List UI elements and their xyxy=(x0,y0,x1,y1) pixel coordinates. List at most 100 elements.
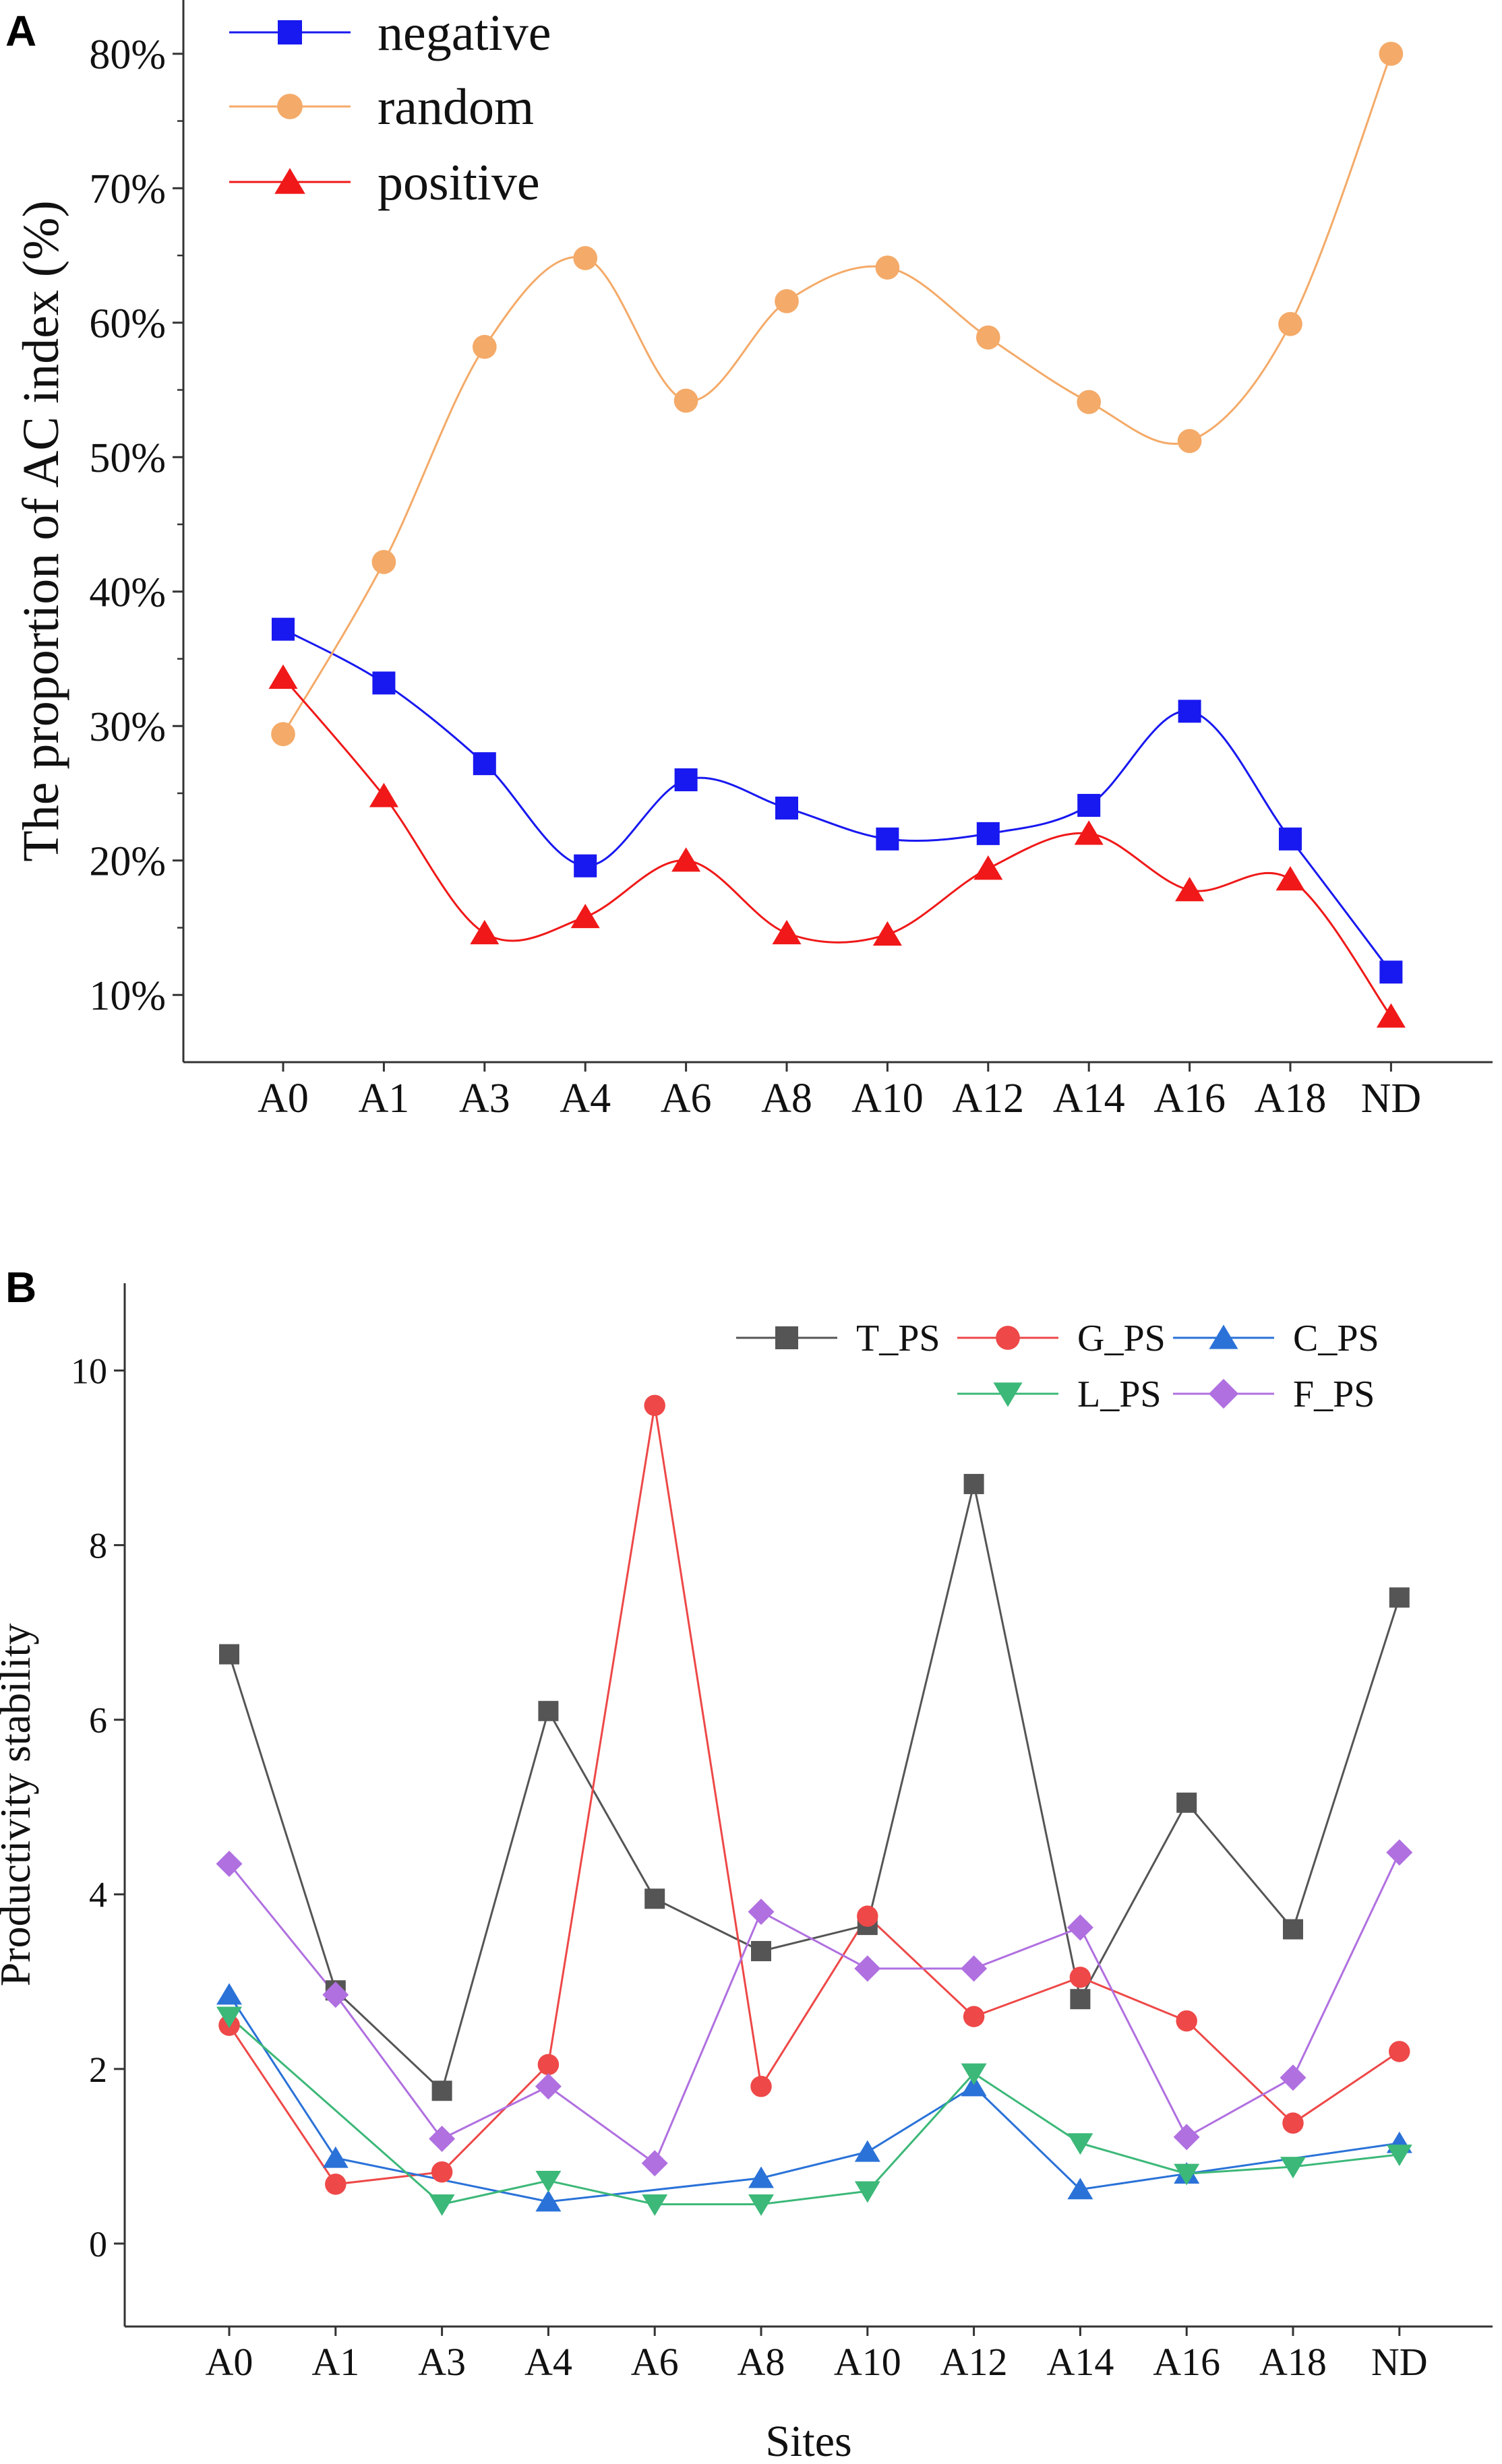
x-tick-label: A10 xyxy=(834,2340,901,2384)
y-tick-label: 0 xyxy=(89,2224,107,2265)
panel-b-legend: T_PS G_PS C_PS L_PS F_PS xyxy=(736,1318,1379,1415)
data-point-f-ps xyxy=(1067,1914,1093,1941)
data-point-positive xyxy=(872,921,902,946)
series-line-random xyxy=(282,53,1392,735)
legend-label: G_PS xyxy=(1077,1318,1166,1359)
data-point-t-ps xyxy=(963,1473,984,1494)
data-point-l-ps xyxy=(1386,2145,1412,2167)
legend-marker-g-ps xyxy=(996,1326,1020,1350)
data-point-random xyxy=(875,255,900,280)
x-tick-label: A8 xyxy=(738,2340,785,2384)
data-point-l-ps xyxy=(642,2194,668,2216)
y-tick-label: 80% xyxy=(89,32,166,78)
series-line-g-ps xyxy=(228,1405,1400,2186)
data-point-g-ps xyxy=(537,2054,560,2076)
y-tick-label: 60% xyxy=(89,301,166,346)
data-point-negative xyxy=(1077,793,1101,817)
y-tick-label: 8 xyxy=(89,1526,107,1566)
data-point-c-ps xyxy=(535,2190,562,2212)
y-tick-label: 40% xyxy=(89,569,166,615)
data-point-f-ps xyxy=(1280,2064,1306,2091)
data-point-random xyxy=(1379,41,1404,66)
panel-label-a: A xyxy=(5,7,36,55)
panel-a-axes: 10% 20% 30% 40% 50% 60% 70% 80% A0 A1 A3 A4 A6 A8 A10 A… xyxy=(13,0,1493,1121)
legend-label: random xyxy=(378,79,534,135)
legend-marker-positive xyxy=(274,168,305,194)
y-tick-label: 70% xyxy=(89,166,166,212)
series-line-negative xyxy=(282,628,1392,973)
data-point-l-ps xyxy=(1067,2133,1093,2155)
data-point-random xyxy=(1077,390,1102,414)
data-point-l-ps xyxy=(961,2063,987,2085)
data-point-positive xyxy=(671,847,701,872)
x-tick-label: A12 xyxy=(952,1076,1024,1121)
data-point-g-ps xyxy=(431,2161,453,2183)
y-tick-label: 10% xyxy=(89,973,166,1019)
data-point-random xyxy=(673,388,698,413)
data-point-random xyxy=(371,550,396,574)
data-point-g-ps xyxy=(750,2076,772,2097)
x-tick-label: A8 xyxy=(761,1076,812,1121)
data-point-positive xyxy=(973,855,1003,880)
x-tick-label: ND xyxy=(1371,2340,1428,2384)
legend-label: L_PS xyxy=(1077,1374,1162,1415)
data-point-random xyxy=(775,289,799,313)
data-point-random xyxy=(573,246,598,270)
x-tick-label: A6 xyxy=(631,2340,679,2384)
x-axis-title: Sites xyxy=(765,2417,851,2464)
x-tick-label: A18 xyxy=(1255,1076,1327,1121)
data-point-f-ps xyxy=(854,1955,881,1982)
legend-marker-c-ps xyxy=(1209,1324,1238,1349)
legend-marker-f-ps xyxy=(1208,1378,1239,1409)
x-tick-label: A10 xyxy=(851,1076,924,1121)
data-point-random xyxy=(1278,311,1302,336)
y-tick-label: 4 xyxy=(89,1875,107,1915)
data-point-positive xyxy=(369,782,398,807)
legend-label: T_PS xyxy=(856,1318,940,1359)
y-tick-label: 30% xyxy=(89,704,166,750)
data-point-f-ps xyxy=(961,1955,988,1982)
data-point-l-ps xyxy=(429,2194,455,2216)
x-tick-label: A4 xyxy=(524,2340,572,2384)
data-point-t-ps xyxy=(219,1644,239,1665)
panel-b-series xyxy=(216,1394,1413,2216)
x-tick-label: A14 xyxy=(1053,1076,1125,1121)
x-tick-label: A0 xyxy=(206,2340,253,2384)
data-point-f-ps xyxy=(322,1981,349,2008)
data-point-negative xyxy=(372,671,396,695)
legend-marker-random xyxy=(277,94,303,119)
data-point-negative xyxy=(1379,960,1403,984)
x-tick-label: A0 xyxy=(258,1076,309,1121)
legend-label: negative xyxy=(378,5,551,61)
data-point-c-ps xyxy=(216,1983,242,2005)
data-point-negative xyxy=(574,854,597,877)
y-tick-label: 20% xyxy=(89,838,166,884)
data-point-l-ps xyxy=(854,2181,880,2203)
data-point-c-ps xyxy=(322,2146,349,2168)
data-point-positive xyxy=(772,919,802,945)
data-point-random xyxy=(975,325,1000,350)
x-tick-label: A4 xyxy=(560,1076,611,1121)
data-point-negative xyxy=(473,752,496,776)
data-point-t-ps xyxy=(1389,1587,1410,1608)
data-point-g-ps xyxy=(644,1394,665,1417)
y-tick-label: 6 xyxy=(89,1700,107,1741)
series-line-f-ps xyxy=(228,1851,1401,2165)
y-tick-label: 10 xyxy=(71,1351,107,1391)
data-point-l-ps xyxy=(748,2194,774,2216)
legend-label: positive xyxy=(378,154,540,211)
series-line-positive xyxy=(282,677,1392,1018)
x-tick-label: A14 xyxy=(1046,2340,1114,2384)
data-point-g-ps xyxy=(1176,2010,1197,2032)
legend-label: C_PS xyxy=(1293,1318,1379,1359)
data-point-random xyxy=(472,334,497,359)
data-point-t-ps xyxy=(1283,1919,1303,1940)
y-axis-title: Productivity stability xyxy=(0,1624,39,1987)
panel-label-b: B xyxy=(5,1263,36,1312)
data-point-f-ps xyxy=(748,1899,775,1926)
data-point-positive xyxy=(1074,820,1104,845)
y-axis-title: The proportion of AC index (%) xyxy=(13,200,69,861)
series-line-t-ps xyxy=(228,1483,1401,2093)
data-point-random xyxy=(1177,429,1202,454)
